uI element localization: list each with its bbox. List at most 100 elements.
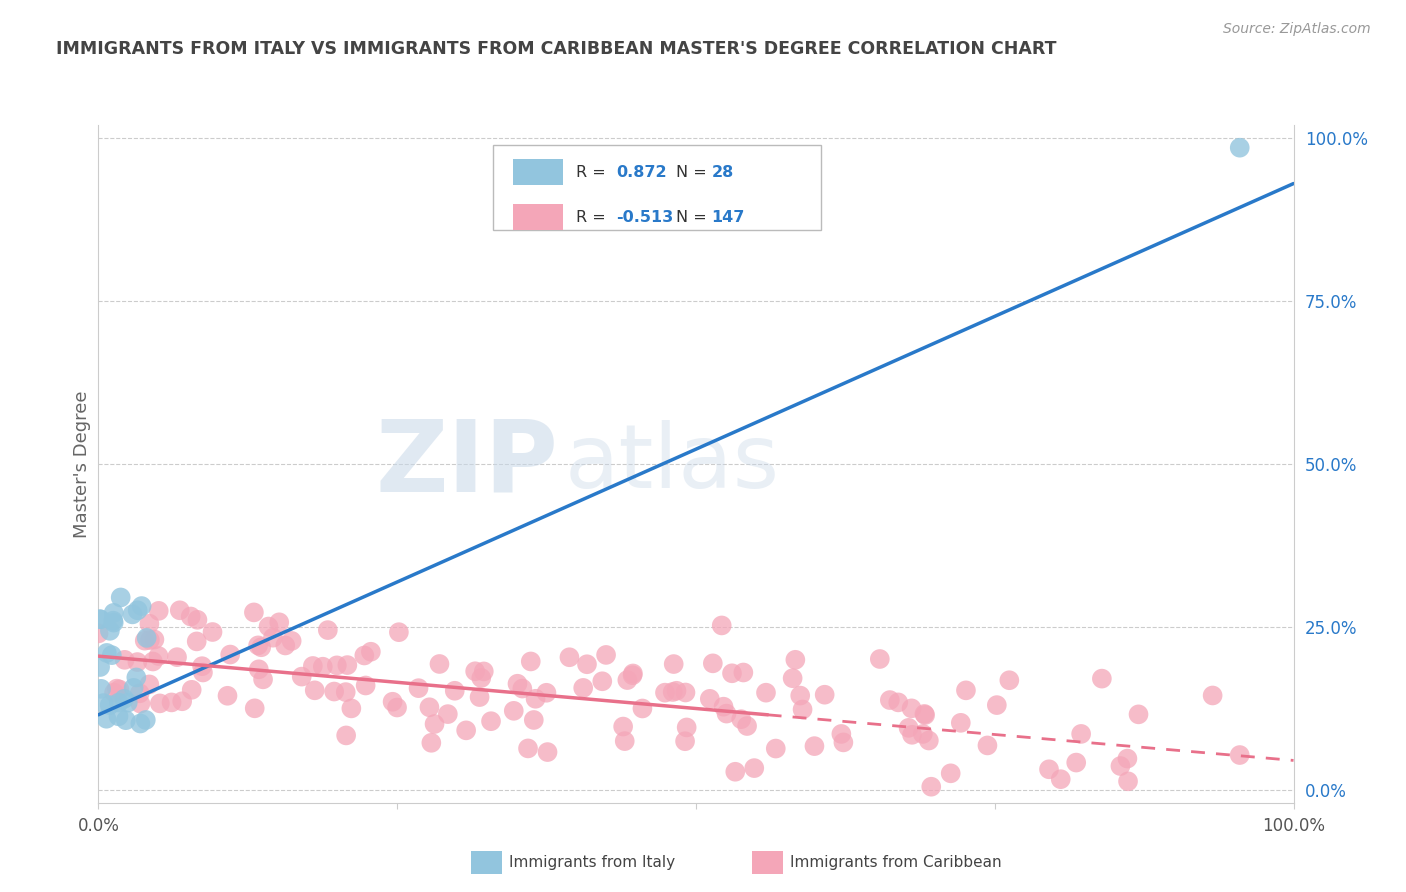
Point [269, 615, 291, 630]
Point [575, 657, 598, 672]
Text: ZIP: ZIP [375, 416, 558, 512]
Point [702, 657, 724, 671]
Point [149, 697, 172, 711]
Point [388, 625, 411, 640]
Point [986, 698, 1008, 712]
Point [138, 616, 160, 631]
Point [920, 780, 942, 794]
Point [675, 685, 697, 699]
Point [117, 696, 139, 710]
Y-axis label: Master's Degree: Master's Degree [73, 390, 91, 538]
Point [326, 658, 349, 673]
Point [139, 633, 162, 648]
Text: 28: 28 [711, 165, 734, 180]
Point [134, 633, 156, 648]
Point [536, 745, 558, 759]
Point [98, 624, 121, 638]
Point [304, 683, 326, 698]
Point [976, 739, 998, 753]
Point [131, 599, 153, 613]
Point [336, 658, 359, 673]
Point [105, 681, 128, 696]
Point [665, 683, 688, 698]
Point [523, 713, 546, 727]
Point [180, 682, 202, 697]
Point [1064, 756, 1087, 770]
Point [621, 666, 644, 681]
Text: IMMIGRANTS FROM ITALY VS IMMIGRANTS FROM CARIBBEAN MASTER'S DEGREE CORRELATION C: IMMIGRANTS FROM ITALY VS IMMIGRANTS FROM… [56, 40, 1057, 58]
Point [302, 659, 325, 673]
Point [93, 696, 115, 710]
Point [121, 607, 143, 622]
Point [814, 688, 837, 702]
Point [479, 714, 502, 729]
Point [1116, 774, 1139, 789]
Point [1038, 762, 1060, 776]
Point [135, 631, 157, 645]
Point [803, 739, 825, 753]
Point [247, 662, 270, 676]
Point [673, 734, 696, 748]
Point [1091, 672, 1114, 686]
Point [949, 715, 972, 730]
Point [143, 632, 166, 647]
Point [699, 691, 721, 706]
Point [1128, 707, 1150, 722]
Point [464, 665, 486, 679]
Point [879, 693, 901, 707]
Point [87, 626, 110, 640]
Point [129, 697, 152, 711]
Point [621, 668, 644, 682]
Point [127, 655, 149, 669]
Point [89, 660, 111, 674]
Point [716, 706, 738, 721]
Point [148, 648, 170, 663]
Text: N =: N = [676, 165, 711, 180]
Point [1070, 727, 1092, 741]
Text: -0.513: -0.513 [616, 210, 673, 225]
Point [755, 686, 778, 700]
Point [654, 686, 676, 700]
Point [869, 652, 891, 666]
Point [89, 612, 111, 626]
Point [423, 717, 446, 731]
Text: Source: ZipAtlas.com: Source: ZipAtlas.com [1223, 22, 1371, 37]
Point [1201, 689, 1223, 703]
FancyBboxPatch shape [513, 160, 564, 186]
Point [613, 734, 636, 748]
Point [103, 685, 125, 699]
Point [360, 645, 382, 659]
Point [520, 655, 543, 669]
Point [316, 623, 339, 637]
Point [887, 695, 910, 709]
Point [312, 659, 335, 673]
Point [830, 727, 852, 741]
Point [90, 681, 112, 696]
Point [280, 634, 302, 648]
Point [142, 655, 165, 669]
Point [114, 653, 136, 667]
Point [381, 695, 404, 709]
Text: N =: N = [676, 210, 711, 225]
Point [911, 727, 934, 741]
Point [169, 603, 191, 617]
Point [107, 709, 129, 723]
Point [792, 702, 814, 716]
Point [591, 674, 613, 689]
Point [186, 613, 208, 627]
Point [107, 696, 129, 710]
Point [127, 603, 149, 617]
Point [180, 609, 202, 624]
Point [506, 677, 529, 691]
Point [243, 606, 266, 620]
Point [191, 659, 214, 673]
Point [502, 704, 524, 718]
Point [1049, 772, 1071, 787]
Point [536, 686, 558, 700]
Point [612, 720, 634, 734]
Point [724, 764, 747, 779]
Point [148, 604, 170, 618]
Point [512, 681, 534, 696]
Point [96, 712, 118, 726]
Point [914, 708, 936, 723]
